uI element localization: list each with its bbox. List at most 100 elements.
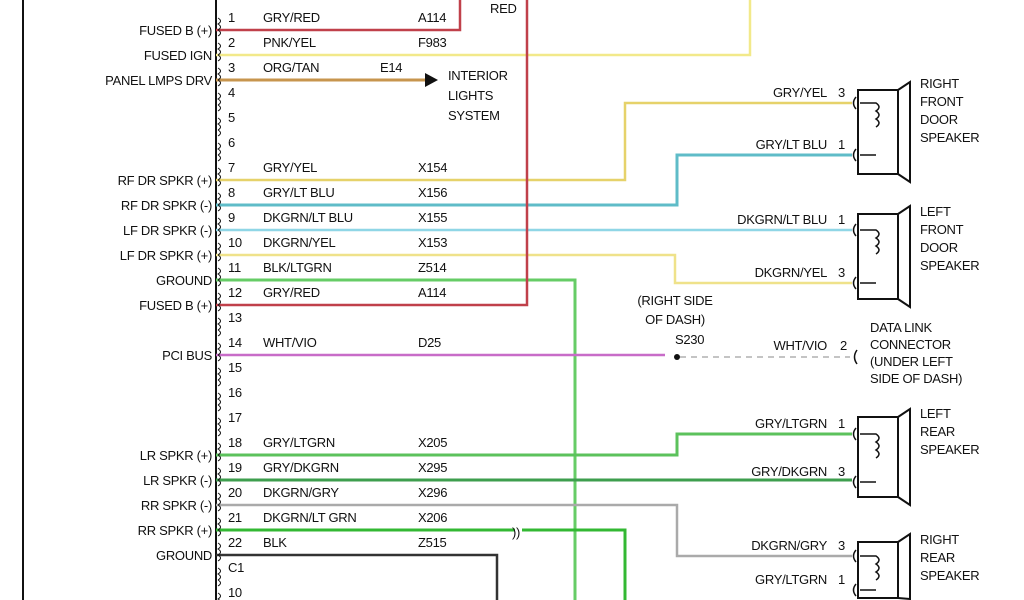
speaker-name-label: LEFT (920, 406, 951, 421)
pin-bracket-icon (217, 167, 221, 187)
pin-number: C1 (228, 560, 244, 575)
speaker-wire-label: DKGRN/LT BLU (737, 212, 827, 227)
speaker-name-label: FRONT (920, 222, 964, 237)
speaker-name-label: DOOR (920, 240, 958, 255)
pin-function-label: PANEL LMPS DRV (105, 73, 212, 88)
circuit-code: X205 (418, 435, 447, 450)
speaker-wire-label: GRY/DKGRN (751, 464, 827, 479)
pin-function-label: RR SPKR (-) (141, 498, 212, 513)
pin-bracket-icon (217, 592, 221, 600)
speaker-horn-icon (897, 80, 911, 184)
speaker-pin-number: 3 (838, 538, 845, 553)
wire-color-label: BLK (263, 535, 287, 550)
data-link-label: CONNECTOR (870, 337, 951, 352)
circuit-code: Z515 (418, 535, 447, 550)
pin-number: 20 (228, 485, 242, 500)
splice-id: S230 (675, 332, 704, 347)
speaker-icon (857, 541, 899, 599)
speaker-wire-label: DKGRN/YEL (755, 265, 828, 280)
pin-number: 1 (228, 10, 235, 25)
speaker-icon (857, 416, 899, 498)
data-link-label: SIDE OF DASH) (870, 371, 962, 386)
interior-lights-label: INTERIOR (448, 68, 508, 83)
circuit-code: Z514 (418, 260, 447, 275)
pin-bracket-icon (217, 117, 221, 137)
speaker-name-label: FRONT (920, 94, 964, 109)
speaker-name-label: REAR (920, 550, 955, 565)
pin-bracket-icon (217, 417, 221, 437)
wire-color-label: GRY/DKGRN (263, 460, 339, 475)
circuit-code: X153 (418, 235, 447, 250)
wire-color-label: GRY/YEL (263, 160, 317, 175)
pin-function-label: RF DR SPKR (-) (121, 198, 212, 213)
wire-pin-20 (216, 503, 852, 558)
speaker-wire-label: GRY/LT BLU (756, 137, 827, 152)
speaker-name-label: RIGHT (920, 532, 959, 547)
pin-number: 5 (228, 110, 235, 125)
speaker-name-label: SPEAKER (920, 568, 979, 583)
wire-color-label: DKGRN/LT BLU (263, 210, 353, 225)
speaker-name-label: SPEAKER (920, 258, 979, 273)
speaker-horn-icon (897, 407, 911, 507)
circuit-code: X206 (418, 510, 447, 525)
pin-bracket-icon (217, 492, 221, 512)
data-link-pin: 2 (840, 338, 847, 353)
splice-location-label: OF DASH) (645, 312, 705, 327)
pin-number: 6 (228, 135, 235, 150)
pin-number: 4 (228, 85, 235, 100)
speaker-coil-icon (852, 96, 880, 162)
pin-number: 17 (228, 410, 242, 425)
pin-bracket-icon (217, 392, 221, 412)
pin-number: 18 (228, 435, 242, 450)
pin-number: 8 (228, 185, 235, 200)
pin-bracket-icon (217, 242, 221, 262)
speaker-coil-icon (852, 549, 880, 597)
pin-function-label: RF DR SPKR (+) (118, 173, 212, 188)
circuit-code: F983 (418, 35, 447, 50)
pin-number: 21 (228, 510, 242, 525)
wire-color-label: PNK/YEL (263, 35, 316, 50)
speaker-pin-number: 1 (838, 137, 845, 152)
speaker-name-label: DOOR (920, 112, 958, 127)
pin-bracket-icon (217, 367, 221, 387)
pin-bracket-icon (217, 317, 221, 337)
data-link-label: (UNDER LEFT (870, 354, 953, 369)
wire-color-label: GRY/RED (263, 10, 320, 25)
speaker-icon (857, 89, 899, 175)
pin-bracket-icon (217, 142, 221, 162)
wire-pin-21 (216, 528, 627, 600)
speaker-coil-icon (852, 223, 880, 290)
pin-number: 10 (228, 235, 242, 250)
pin-number: 16 (228, 385, 242, 400)
pin-number: 22 (228, 535, 242, 550)
pin-bracket-icon (217, 17, 221, 37)
pin-function-label: FUSED IGN (144, 48, 212, 63)
pin-function-label: RR SPKR (+) (138, 523, 212, 538)
speaker-name-label: LEFT (920, 204, 951, 219)
wire-pin-22 (216, 553, 499, 600)
pin-number: 19 (228, 460, 242, 475)
wire-color-label: ORG/TAN (263, 60, 319, 75)
interior-lights-label: LIGHTS (448, 88, 494, 103)
pin-function-label: LR SPKR (+) (140, 448, 212, 463)
pin-number: 7 (228, 160, 235, 175)
pin-function-label: FUSED B (+) (139, 298, 212, 313)
pin-function-label: GROUND (156, 273, 212, 288)
pin-bracket-icon (217, 217, 221, 237)
wire-pin-12 (216, 0, 529, 307)
splice-dot-icon (674, 354, 680, 360)
wire-pin-10 (216, 253, 852, 285)
speaker-name-label: SPEAKER (920, 442, 979, 457)
pin-function-label: GROUND (156, 548, 212, 563)
pin-number: 11 (228, 260, 241, 275)
pin-bracket-icon (217, 192, 221, 212)
circuit-code: A114 (418, 10, 446, 25)
speaker-horn-icon (897, 204, 911, 309)
pin-number: 15 (228, 360, 242, 375)
wire-color-label: GRY/LTGRN (263, 435, 335, 450)
speaker-coil-icon (852, 427, 880, 489)
wire-pin-18 (216, 432, 852, 457)
circuit-code: X296 (418, 485, 447, 500)
